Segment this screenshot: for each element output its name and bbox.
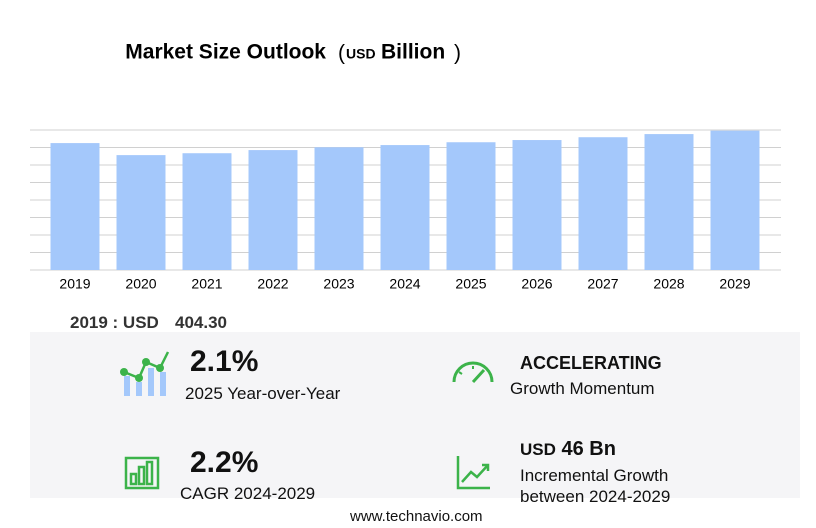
yoy-value: 2.1% [190,345,259,378]
x-tick-label: 2023 [323,276,354,292]
x-tick-label: 2022 [257,276,288,292]
base-value: 404.30 [175,313,227,332]
x-tick-label: 2025 [455,276,486,292]
incremental-label: Incremental Growth [520,466,669,485]
x-tick-label: 2028 [653,276,684,292]
momentum-label: Growth Momentum [510,379,655,398]
chart-title: Market Size Outlook [125,41,326,64]
unit-prefix: USD [346,46,376,62]
momentum-value: ACCELERATING [520,353,662,373]
cagr-value: 2.2% [190,446,259,479]
base-label: 2019 : USD [70,313,159,332]
x-tick-label: 2027 [587,276,618,292]
x-tick-label: 2021 [191,276,222,292]
x-tick-label: 2020 [125,276,156,292]
bar [182,153,232,270]
bar [116,155,166,270]
x-tick-label: 2029 [719,276,750,292]
x-tick-label: 2019 [59,276,90,292]
incremental-amount: 46 Bn [561,438,616,460]
bar [380,145,430,270]
x-tick-label: 2024 [389,276,420,292]
paren: ( [338,42,345,65]
bar [50,143,100,270]
incremental-prefix: USD [520,440,556,459]
bar [644,134,694,270]
bar [248,150,298,270]
bar [710,130,760,270]
x-tick-label: 2026 [521,276,552,292]
chart: Market Size Outlook ( USD Billion ) 2019… [30,41,781,292]
bar [578,137,628,270]
paren: ) [454,42,461,65]
bar [512,140,562,270]
incremental-label: between 2024-2029 [520,487,671,506]
bar [446,142,496,270]
stats-panel [30,332,800,498]
bar [314,147,364,270]
yoy-label: 2025 Year-over-Year [185,384,341,403]
unit: Billion [381,41,445,64]
cagr-label: CAGR 2024-2029 [180,484,316,503]
footer: www.technavio.com [350,508,483,525]
incremental-value: USD 46 Bn [520,438,616,461]
